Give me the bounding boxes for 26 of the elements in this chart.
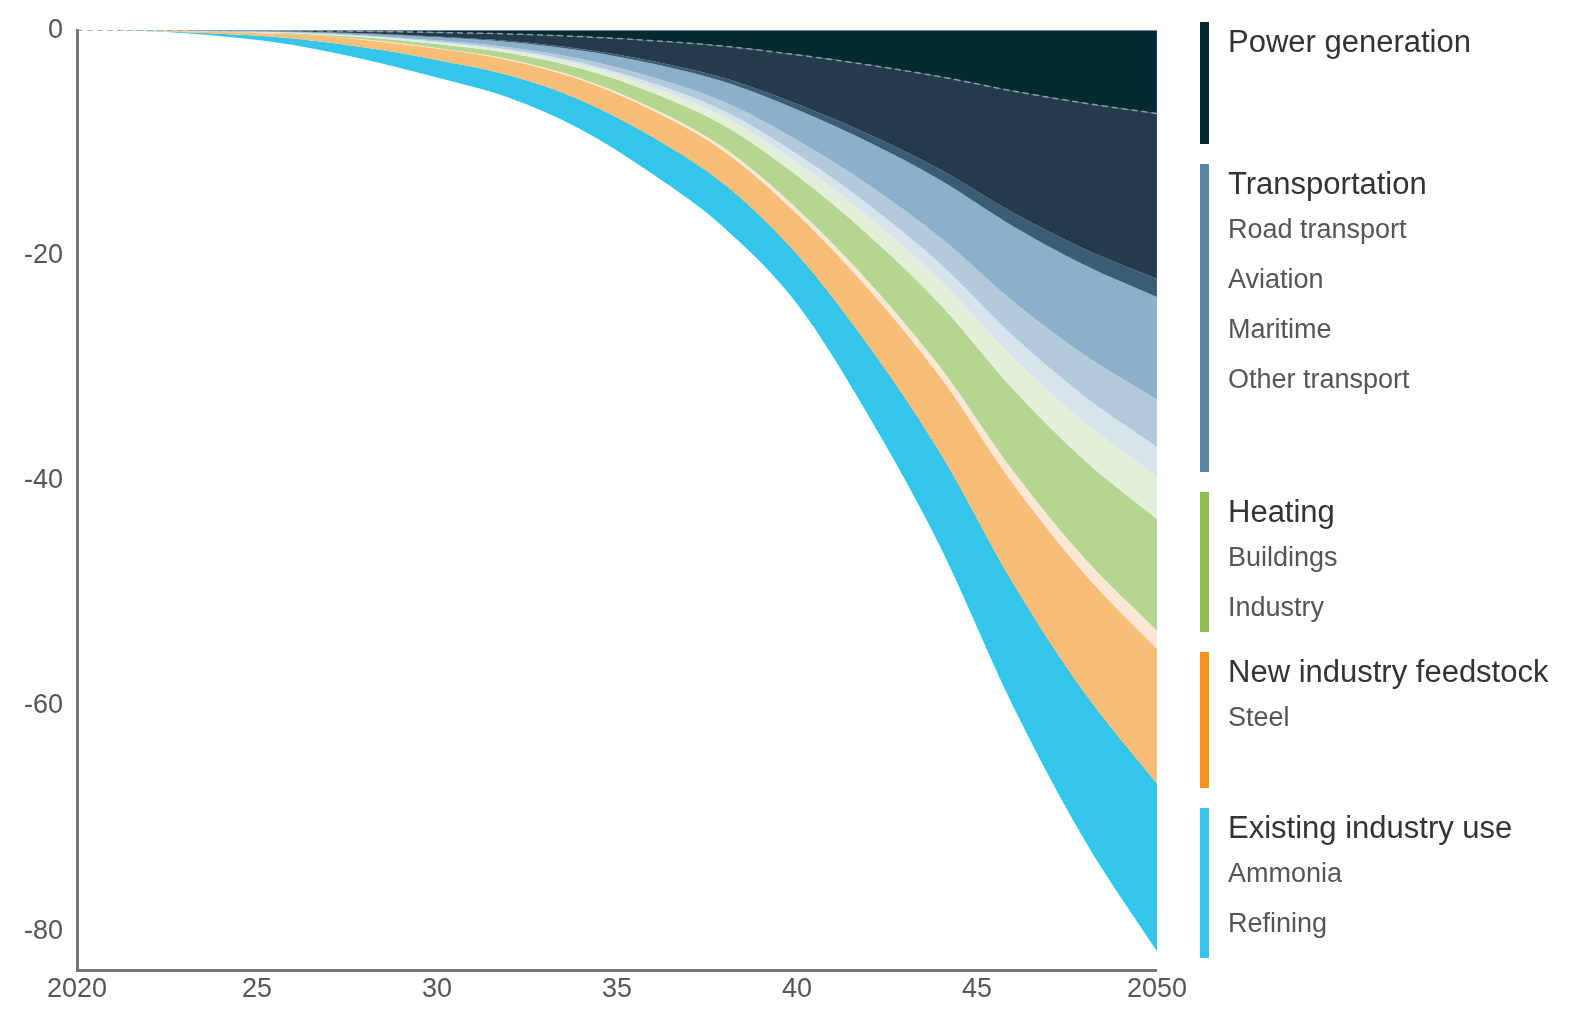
x-tick-label: 25 [241,973,273,1004]
y-tick-label: -20 [23,238,64,269]
x-tick-label: 2020 [46,973,108,1004]
text: Other transport [1228,363,1411,396]
text: Heating [1228,493,1336,531]
text: Existing industry use [1228,809,1514,847]
text: Maritime [1228,313,1333,346]
text: Industry [1228,591,1326,624]
y-tick-label: -80 [23,914,64,945]
x-tick-label: 35 [601,973,633,1004]
text: Road transport [1228,213,1408,246]
text: Steel [1228,701,1291,734]
x-tick-label: 40 [781,973,813,1004]
text: Aviation [1228,263,1325,296]
x-tick-label: 30 [421,973,453,1004]
text: Refining [1228,907,1329,940]
text: Ammonia [1228,857,1344,890]
y-tick-label: -40 [23,464,64,495]
x-tick-label: 2050 [1126,973,1188,1004]
text: Transportation [1228,165,1428,203]
text: Power generation [1228,23,1472,61]
text: Buildings [1228,541,1339,574]
x-tick-label: 45 [961,973,992,1004]
y-tick-label: 0 [47,13,64,44]
y-tick-label: -60 [23,689,64,720]
text: New industry feedstock [1228,653,1550,691]
